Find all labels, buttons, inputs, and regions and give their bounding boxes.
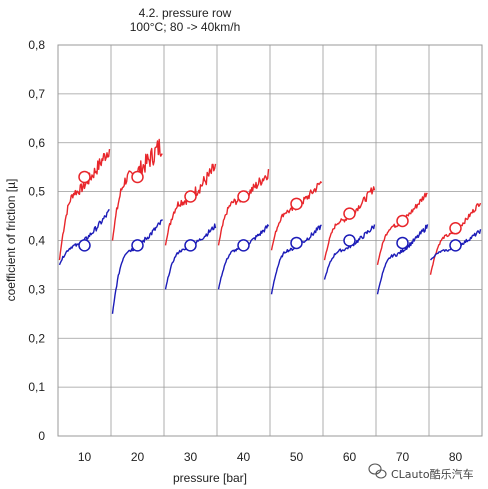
y-axis-label: coefficient of friction [µ] bbox=[4, 179, 18, 302]
x-tick-label: 20 bbox=[131, 450, 145, 464]
series-red bbox=[58, 138, 482, 275]
data-point-marker bbox=[343, 234, 356, 247]
series-segment bbox=[270, 224, 322, 295]
data-point-marker bbox=[449, 239, 462, 252]
y-tick-label: 0 bbox=[38, 429, 45, 443]
y-tick-label: 0,5 bbox=[28, 185, 45, 199]
series-segment bbox=[111, 219, 164, 314]
data-point-marker bbox=[237, 239, 250, 252]
series-segment bbox=[376, 192, 428, 266]
data-point-marker bbox=[290, 197, 303, 211]
data-point-marker bbox=[396, 214, 409, 228]
x-tick-labels: 10 20 30 40 50 60 70 80 bbox=[78, 450, 463, 464]
series-segment bbox=[111, 138, 163, 241]
data-point-marker bbox=[343, 207, 356, 220]
watermark: CLauto酷乐汽车 bbox=[368, 463, 474, 481]
x-tick-label: 50 bbox=[290, 450, 304, 464]
x-tick-label: 40 bbox=[237, 450, 251, 464]
data-point-marker bbox=[78, 170, 91, 184]
data-point-marker bbox=[237, 190, 250, 203]
data-point-marker bbox=[131, 170, 144, 184]
series-segment bbox=[323, 186, 376, 261]
series-segment bbox=[429, 202, 482, 275]
y-tick-label: 0,3 bbox=[28, 282, 45, 296]
x-axis-label: pressure [bar] bbox=[173, 471, 247, 485]
y-tick-label: 0,7 bbox=[28, 87, 45, 101]
y-tick-label: 0,2 bbox=[28, 331, 45, 345]
series-blue bbox=[58, 208, 482, 314]
data-point-marker bbox=[449, 222, 462, 235]
series-segment bbox=[58, 149, 111, 261]
series-segment bbox=[217, 224, 270, 290]
chart-title: 4.2. pressure row bbox=[139, 6, 232, 20]
x-tick-label: 60 bbox=[343, 450, 357, 464]
data-point-marker bbox=[78, 239, 91, 252]
y-tick-label: 0,6 bbox=[28, 136, 45, 150]
series-layer bbox=[58, 138, 482, 314]
wechat-icon bbox=[368, 463, 387, 479]
series-segment bbox=[376, 224, 429, 295]
data-point-marker bbox=[396, 236, 409, 250]
chart-subtitle: 100°C; 80 -> 40km/h bbox=[130, 20, 241, 34]
y-tick-label: 0,8 bbox=[28, 38, 45, 52]
x-tick-label: 10 bbox=[78, 450, 92, 464]
data-point-marker bbox=[290, 236, 303, 250]
y-tick-labels: 0 0,1 0,2 0,3 0,4 0,5 0,6 0,7 0,8 bbox=[28, 38, 45, 443]
data-point-marker bbox=[184, 239, 197, 252]
grid bbox=[57, 44, 483, 437]
x-tick-label: 80 bbox=[449, 450, 463, 464]
series-segment bbox=[164, 223, 217, 290]
x-tick-label: 70 bbox=[396, 450, 410, 464]
series-segment bbox=[58, 208, 110, 266]
y-tick-label: 0,1 bbox=[28, 380, 45, 394]
x-tick-label: 30 bbox=[184, 450, 198, 464]
data-point-marker bbox=[184, 190, 197, 203]
watermark-text: CLauto酷乐汽车 bbox=[391, 467, 474, 481]
y-tick-label: 0,4 bbox=[28, 234, 45, 248]
data-point-marker bbox=[131, 239, 144, 252]
